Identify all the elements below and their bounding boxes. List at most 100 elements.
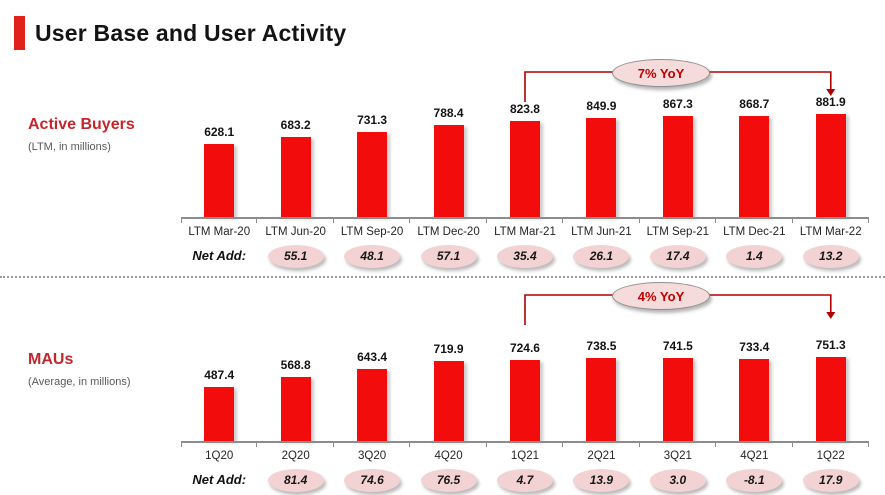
axis-tick xyxy=(409,443,411,447)
bar-column: 823.8 xyxy=(487,60,563,217)
bar-value-label: 643.4 xyxy=(357,350,388,364)
bar-column: 741.5 xyxy=(640,281,716,441)
bar xyxy=(815,357,846,441)
category-label: 4Q20 xyxy=(410,443,487,465)
bar-value-label: 849.9 xyxy=(586,99,617,113)
axis-tick xyxy=(485,219,487,223)
net-add-cell: 48.1 xyxy=(334,244,410,268)
axis-tick xyxy=(562,219,564,223)
net-add-badge: 76.5 xyxy=(420,468,477,492)
category-label: LTM Sep-21 xyxy=(640,219,717,241)
axis-tick xyxy=(791,443,793,447)
bar-value-label: 628.1 xyxy=(204,125,235,139)
net-add-badge: 13.9 xyxy=(573,468,630,492)
bar xyxy=(662,116,693,217)
net-add-cell: 81.4 xyxy=(257,468,333,492)
bar-column: 738.5 xyxy=(563,281,639,441)
net-add-cell: 13.2 xyxy=(793,244,869,268)
net-add-cell: Net Add: xyxy=(181,471,257,489)
active-buyers-chart: Active Buyers (LTM, in millions) 628.1 68… xyxy=(0,59,885,271)
active-buyers-side-label: Active Buyers (LTM, in millions) xyxy=(28,116,178,153)
bar xyxy=(662,358,693,441)
category-label: 2Q20 xyxy=(257,443,334,465)
bar xyxy=(433,125,464,217)
bar xyxy=(280,137,311,217)
net-add-cell: 55.1 xyxy=(257,244,333,268)
bar-value-label: 751.3 xyxy=(815,338,846,352)
bar-value-label: 823.8 xyxy=(509,102,540,116)
bar-value-label: 719.9 xyxy=(433,342,464,356)
bar-column: 568.8 xyxy=(257,281,333,441)
net-add-badge: 4.7 xyxy=(496,468,553,492)
net-add-cell: 35.4 xyxy=(487,244,563,268)
net-add-badge: 26.1 xyxy=(573,244,630,268)
axis-tick xyxy=(867,219,869,223)
title-accent-bar xyxy=(14,16,25,50)
bar-value-label: 738.5 xyxy=(586,339,617,353)
net-add-badge: 55.1 xyxy=(267,244,324,268)
category-label: LTM Dec-20 xyxy=(410,219,487,241)
net-add-badge: 57.1 xyxy=(420,244,477,268)
category-label: LTM Mar-22 xyxy=(793,219,869,241)
category-label: 1Q22 xyxy=(793,443,869,465)
net-add-badge: 48.1 xyxy=(344,244,401,268)
bar-column: 731.3 xyxy=(334,60,410,217)
bar xyxy=(280,377,311,441)
slide-header: User Base and User Activity xyxy=(14,16,346,50)
bar xyxy=(357,369,388,441)
category-label: LTM Mar-20 xyxy=(181,219,258,241)
bar-column: 487.4 xyxy=(181,281,257,441)
bar xyxy=(433,361,464,441)
category-label: 1Q20 xyxy=(181,443,258,465)
axis-tick xyxy=(715,219,717,223)
net-add-cell: 4.7 xyxy=(487,468,563,492)
net-add-badge: 74.6 xyxy=(344,468,401,492)
bar xyxy=(204,144,235,217)
bar-columns: 487.4 568.8 643.4 719.9 724.6 738.5 741.5 733.4… xyxy=(181,281,869,441)
chart-title: Active Buyers xyxy=(28,116,135,133)
bar-value-label: 788.4 xyxy=(433,106,464,120)
axis-tick xyxy=(409,219,411,223)
bars-area: 628.1 683.2 731.3 788.4 823.8 849.9 867.3 868.7… xyxy=(181,59,869,219)
bar-value-label: 868.7 xyxy=(739,97,770,111)
bar-value-label: 683.2 xyxy=(280,118,311,132)
net-add-badge: 3.0 xyxy=(649,468,706,492)
chart-title: MAUs xyxy=(28,351,74,368)
axis-tick xyxy=(256,219,258,223)
active-buyers-plot: 628.1 683.2 731.3 788.4 823.8 849.9 867.3 868.7… xyxy=(181,59,869,271)
bar-column: 849.9 xyxy=(563,60,639,217)
bar xyxy=(739,116,770,217)
category-label: LTM Jun-21 xyxy=(563,219,640,241)
bar xyxy=(204,387,235,441)
net-add-badge: 17.9 xyxy=(802,468,859,492)
net-add-badge: -8.1 xyxy=(726,468,783,492)
yoy-badge: 4% YoY xyxy=(612,282,710,310)
maus-plot: 487.4 568.8 643.4 719.9 724.6 738.5 741.5 733.4… xyxy=(181,281,869,495)
bar-column: 719.9 xyxy=(410,281,486,441)
bar xyxy=(509,121,540,217)
bars-area: 487.4 568.8 643.4 719.9 724.6 738.5 741.5 733.4… xyxy=(181,281,869,443)
axis-tick xyxy=(485,443,487,447)
yoy-badge: 7% YoY xyxy=(612,59,710,87)
category-axis: LTM Mar-20 LTM Jun-20 LTM Sep-20 LTM Dec-20… xyxy=(181,219,869,241)
bar-column: 751.3 xyxy=(793,281,869,441)
bar-value-label: 733.4 xyxy=(739,340,770,354)
net-add-cell: 13.9 xyxy=(563,468,639,492)
axis-tick xyxy=(332,443,334,447)
net-add-cell: 57.1 xyxy=(410,244,486,268)
net-add-badge: 17.4 xyxy=(649,244,706,268)
net-add-badge: 81.4 xyxy=(267,468,324,492)
net-add-row: Net Add: 55.1 48.1 57.1 35.4 26.1 17.4 1.4 13.2 xyxy=(181,241,869,271)
net-add-badge: 35.4 xyxy=(496,244,553,268)
category-label: 3Q20 xyxy=(334,443,411,465)
chart-subtitle: (Average, in millions) xyxy=(28,376,131,388)
bar xyxy=(815,114,846,217)
net-add-cell: 74.6 xyxy=(334,468,410,492)
net-add-label: Net Add: xyxy=(192,472,247,487)
bar-column: 724.6 xyxy=(487,281,563,441)
axis-tick xyxy=(181,219,182,223)
net-add-row: Net Add: 81.4 74.6 76.5 4.7 13.9 3.0 -8.1 17.9 xyxy=(181,465,869,495)
axis-tick xyxy=(867,443,869,447)
bar xyxy=(509,360,540,441)
category-label: 3Q21 xyxy=(640,443,717,465)
